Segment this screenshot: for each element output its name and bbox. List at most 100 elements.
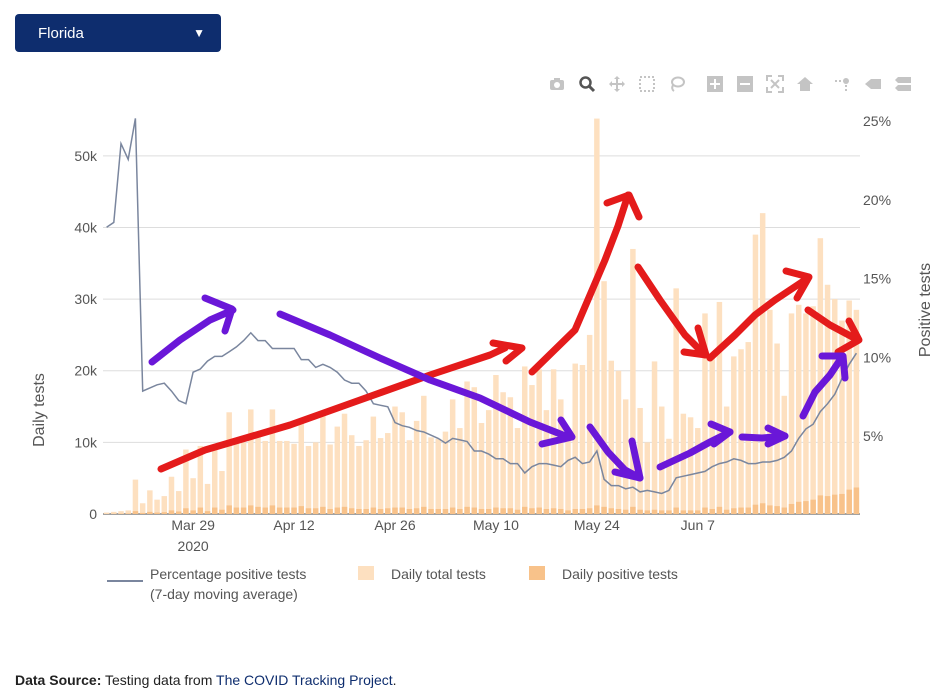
positive-tests-bar: [522, 506, 528, 514]
positive-tests-bar: [601, 506, 607, 514]
positive-tests-bar: [190, 510, 196, 514]
total-tests-bar: [680, 413, 687, 514]
positive-tests-bar: [370, 507, 377, 514]
total-tests-bar: [615, 370, 622, 514]
positive-tests-bar: [767, 505, 773, 514]
total-tests-bar: [810, 306, 816, 514]
positive-tests-bar: [356, 508, 362, 514]
source-link[interactable]: The COVID Tracking Project: [216, 672, 393, 688]
total-tests-bar: [738, 349, 744, 514]
total-tests-bar: [233, 443, 240, 514]
total-tests-bar: [219, 471, 225, 514]
positive-tests-bar: [817, 495, 824, 514]
total-tests-bar: [276, 440, 283, 514]
positive-tests-bar: [168, 510, 175, 514]
positive-tests-bar: [485, 508, 492, 514]
positive-tests-bar: [594, 505, 600, 514]
positive-tests-bar: [305, 508, 312, 514]
legend-positive-swatch: [529, 566, 545, 580]
total-tests-bar: [536, 369, 542, 514]
positive-tests-bar: [204, 511, 211, 514]
autoscale-icon[interactable]: [763, 72, 787, 96]
positive-tests-bar: [774, 506, 780, 514]
x-tick-sublabel: 2020: [178, 538, 209, 554]
y-right-axis-title: Positive tests: [917, 263, 934, 357]
daily-positive-tests-bars: [103, 487, 860, 514]
positive-tests-bar: [312, 508, 319, 514]
total-tests-bar: [442, 431, 449, 514]
y-right-tick-label: 5%: [863, 428, 883, 444]
positive-tests-bar: [586, 508, 593, 514]
total-tests-bar: [853, 309, 860, 514]
positive-tests-bar: [493, 507, 499, 514]
x-tick-label: Apr 26: [374, 517, 415, 533]
lasso-select-icon[interactable]: [665, 72, 689, 96]
positive-tests-bar: [377, 508, 384, 514]
pan-icon[interactable]: [605, 72, 629, 96]
reset-axes-icon[interactable]: [793, 72, 817, 96]
total-tests-bar: [457, 428, 463, 514]
annotation-arrowhead: [680, 324, 710, 359]
total-tests-bar: [500, 392, 506, 514]
positive-tests-bar: [500, 508, 506, 514]
positive-tests-bar: [565, 510, 571, 514]
total-tests-bar: [687, 417, 694, 514]
positive-tests-bar: [536, 507, 542, 514]
total-tests-bar: [658, 406, 665, 514]
total-tests-bar: [284, 440, 290, 514]
total-tests-bar: [731, 356, 737, 514]
positive-tests-bar: [284, 507, 290, 514]
zoom-icon[interactable]: [575, 72, 599, 96]
positive-tests-bar: [615, 508, 622, 514]
positive-tests-bar: [291, 507, 297, 514]
state-dropdown[interactable]: Florida ▼: [15, 14, 221, 52]
positive-tests-bar: [197, 507, 204, 514]
positive-tests-bar: [832, 494, 838, 514]
positive-tests-bar: [666, 510, 672, 514]
zoom-out-icon[interactable]: [733, 72, 757, 96]
total-tests-bar: [759, 213, 766, 515]
total-tests-bar: [406, 440, 413, 514]
spike-lines-icon[interactable]: [831, 72, 855, 96]
total-tests-bar: [341, 413, 348, 514]
total-tests-bar: [788, 313, 795, 514]
total-tests-bar: [392, 406, 398, 514]
positive-tests-bar: [320, 506, 326, 514]
positive-tests-bar: [839, 493, 845, 514]
total-tests-bar: [175, 491, 182, 514]
y-left-axis-title: Daily tests: [31, 373, 48, 447]
positive-tests-bar: [550, 508, 557, 514]
total-tests-bar: [255, 436, 261, 514]
positive-tests-bar: [421, 506, 427, 514]
positive-tests-bar: [226, 505, 232, 514]
total-tests-bar: [795, 304, 802, 514]
total-tests-bar: [485, 410, 492, 514]
hover-closest-icon[interactable]: [861, 72, 885, 96]
x-tick-label: Mar 29: [171, 517, 215, 533]
camera-icon[interactable]: [545, 72, 569, 96]
annotation-stroke: [157, 344, 509, 473]
y-left-tick-label: 10k: [74, 434, 98, 450]
total-tests-bar: [413, 420, 420, 514]
total-tests-bar: [428, 437, 434, 514]
annotation-stroke: [148, 306, 237, 366]
zoom-in-icon[interactable]: [703, 72, 727, 96]
x-tick-label: Apr 12: [273, 517, 314, 533]
positive-tests-bar: [457, 508, 463, 514]
total-tests-bar: [240, 442, 247, 514]
positive-tests-bar: [507, 508, 514, 514]
positive-tests-bar: [572, 508, 578, 514]
source-text: Testing data from: [101, 672, 217, 688]
box-select-icon[interactable]: [635, 72, 659, 96]
total-tests-bar: [348, 435, 355, 514]
hover-compare-icon[interactable]: [891, 72, 915, 96]
total-tests-bar: [312, 442, 319, 514]
covid-testing-chart[interactable]: 0 10k 20k 30k 40k 50k 5% 10% 15% 20% 25% Mar 29 2020…: [0, 100, 951, 620]
total-tests-bar: [832, 299, 838, 514]
positive-tests-bar: [327, 508, 333, 514]
total-tests-bar: [464, 381, 470, 514]
total-tests-bar: [305, 445, 312, 514]
positive-tests-bar: [442, 508, 449, 514]
total-tests-bar: [449, 399, 456, 514]
annotation-arrowhead: [764, 424, 789, 448]
